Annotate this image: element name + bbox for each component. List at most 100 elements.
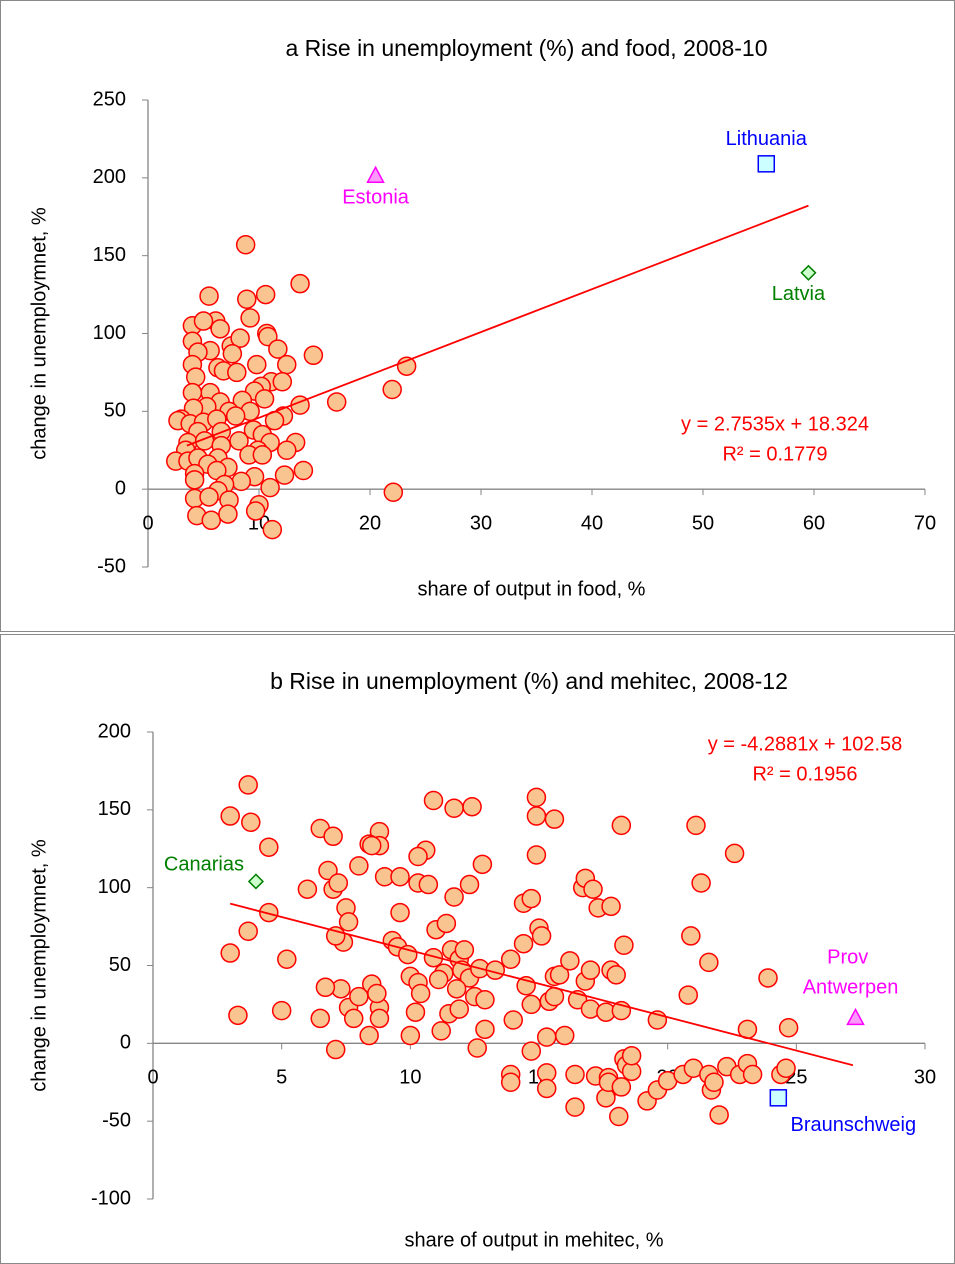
point [254, 389, 275, 409]
scatter-panel: a Rise in unemployment (%) and food, 200… [28, 35, 936, 600]
point [240, 308, 260, 328]
point [290, 273, 310, 294]
point [367, 983, 387, 1004]
point [686, 815, 706, 836]
y-tick-label: 0 [120, 1032, 131, 1054]
point [310, 1008, 331, 1029]
point [580, 960, 601, 980]
point [220, 806, 240, 826]
x-tick-label: 20 [359, 512, 381, 534]
point [526, 787, 547, 808]
point-label: Prov Antwerpen [803, 947, 899, 999]
point [238, 921, 258, 942]
point [500, 949, 521, 970]
point [359, 1025, 379, 1046]
point [277, 354, 297, 375]
point [614, 935, 634, 956]
point [231, 471, 251, 492]
y-tick-label: 150 [93, 244, 126, 266]
point [475, 989, 495, 1010]
point [475, 1019, 495, 1040]
point [323, 826, 343, 847]
point [315, 977, 336, 998]
point [446, 979, 467, 999]
point [444, 887, 464, 907]
point [338, 912, 359, 932]
point [778, 1018, 799, 1038]
point [326, 392, 347, 412]
point [526, 806, 547, 826]
point [691, 873, 711, 893]
point [297, 879, 318, 899]
x-tick-label: 70 [914, 512, 936, 534]
point [410, 983, 431, 1004]
point [583, 879, 603, 899]
y-tick-label: 50 [109, 954, 131, 976]
point [544, 809, 565, 829]
trendline-equation: y = 2.7535x + 18.324 [681, 413, 869, 435]
point [349, 856, 369, 876]
panel-border [0, 0, 955, 632]
point [423, 790, 444, 811]
point [536, 1027, 557, 1047]
trendline-r2: R² = 0.1779 [722, 443, 827, 465]
point [260, 477, 280, 498]
point-label: Lithuania [726, 128, 808, 150]
point [462, 796, 482, 817]
point [383, 482, 404, 503]
point [199, 487, 219, 507]
point [262, 519, 283, 540]
y-tick-label: 0 [115, 477, 126, 499]
point [199, 286, 219, 306]
point [601, 896, 621, 917]
point [225, 406, 246, 426]
point [252, 445, 273, 465]
point-label: Estonia [342, 187, 410, 209]
y-tick-label: 200 [93, 166, 126, 188]
x-tick-label: 5 [276, 1067, 287, 1089]
trendline-r2: R² = 0.1956 [752, 763, 857, 785]
point [521, 994, 542, 1015]
trendline [186, 204, 809, 447]
point [238, 775, 258, 795]
y-tick-label: 100 [98, 876, 131, 898]
point [210, 319, 230, 339]
point [449, 999, 469, 1019]
point [220, 943, 240, 963]
point [758, 968, 778, 988]
point [742, 1064, 763, 1085]
point [549, 965, 570, 985]
point [277, 440, 297, 460]
point [431, 1021, 451, 1041]
point [272, 372, 293, 392]
point [436, 913, 457, 934]
point [325, 1039, 346, 1060]
x-tick-label: 0 [147, 1067, 158, 1089]
point [228, 1005, 248, 1026]
point [472, 854, 493, 875]
point [247, 354, 267, 375]
point [428, 969, 449, 990]
y-tick-label: -50 [97, 555, 126, 577]
point [408, 846, 428, 867]
point [230, 328, 250, 348]
point [609, 1106, 629, 1127]
point [521, 1041, 542, 1061]
point [237, 289, 257, 310]
point [277, 949, 297, 970]
point [361, 835, 382, 856]
point [328, 873, 349, 893]
point [222, 343, 243, 364]
point [536, 1078, 557, 1099]
x-tick-label: 50 [692, 512, 714, 534]
point [704, 1072, 724, 1092]
point [293, 460, 314, 481]
point [467, 1038, 487, 1058]
point [500, 1072, 521, 1092]
point [366, 165, 385, 184]
point [218, 504, 238, 524]
point [193, 311, 214, 331]
y-tick-label: 200 [98, 720, 131, 742]
